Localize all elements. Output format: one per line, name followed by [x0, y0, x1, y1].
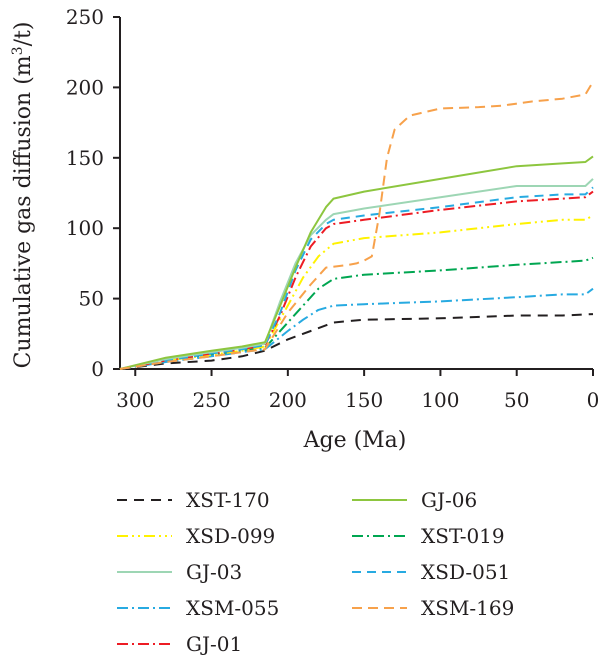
- legend-item-xsm-169: XSM-169: [352, 596, 514, 620]
- legend-label: XSD-051: [421, 560, 510, 584]
- y-tick-label: 150: [66, 146, 104, 170]
- legend-item-xst-019: XST-019: [352, 524, 505, 548]
- legend-item-xsm-055: XSM-055: [117, 596, 279, 620]
- y-tick-label: 100: [66, 216, 104, 240]
- legend-label: GJ-01: [186, 632, 242, 656]
- y-axis-title: Cumulative gas diffusion (m3/t): [10, 22, 36, 369]
- series-line-xsd-099: [119, 214, 594, 370]
- x-tick-label: 150: [345, 388, 383, 412]
- legend-label: GJ-03: [186, 560, 242, 584]
- x-tick-label: 250: [192, 388, 230, 412]
- y-tick-label: 250: [66, 5, 104, 29]
- x-tick-label: 50: [504, 388, 529, 412]
- legend-item-xsd-099: XSD-099: [117, 524, 275, 548]
- series-line-gj-03: [119, 178, 594, 370]
- series-line-xsm-169: [119, 81, 594, 370]
- x-tick-label: 200: [269, 388, 307, 412]
- y-tick-label: 0: [91, 357, 104, 381]
- series-line-gj-06: [119, 155, 594, 370]
- series-lines: [119, 81, 594, 370]
- y-ticks: 0 50 100 150 200 250: [66, 5, 120, 381]
- x-tick-label: 100: [421, 388, 459, 412]
- series-line-xsm-055: [119, 287, 594, 370]
- axes: [119, 17, 593, 370]
- legend-label: XSM-169: [421, 596, 514, 620]
- x-ticks: 300 250 200 150 100 50 0: [116, 369, 599, 412]
- legend-label: XSM-055: [186, 596, 279, 620]
- x-tick-label: 0: [587, 388, 600, 412]
- legend-item-gj-06: GJ-06: [352, 488, 477, 512]
- x-tick-label: 300: [116, 388, 154, 412]
- y-tick-label: 200: [66, 75, 104, 99]
- legend-label: GJ-06: [421, 488, 477, 512]
- series-line-xst-170: [119, 313, 594, 370]
- x-axis-title: Age (Ma): [303, 428, 407, 453]
- legend-item-xst-170: XST-170: [117, 488, 270, 512]
- legend: XST-170 GJ-06 XSD-099 XST-019 GJ-03 XSD-051 XS…: [117, 488, 514, 656]
- legend-label: XST-019: [421, 524, 505, 548]
- legend-item-gj-03: GJ-03: [117, 560, 242, 584]
- series-line-xst-019: [119, 256, 594, 370]
- legend-label: XSD-099: [186, 524, 275, 548]
- series-line-gj-01: [119, 190, 594, 370]
- legend-item-xsd-051: XSD-051: [352, 560, 510, 584]
- legend-label: XST-170: [186, 488, 270, 512]
- y-tick-label: 50: [79, 287, 104, 311]
- series-line-xsd-051: [119, 186, 594, 370]
- legend-item-gj-01: GJ-01: [117, 632, 242, 656]
